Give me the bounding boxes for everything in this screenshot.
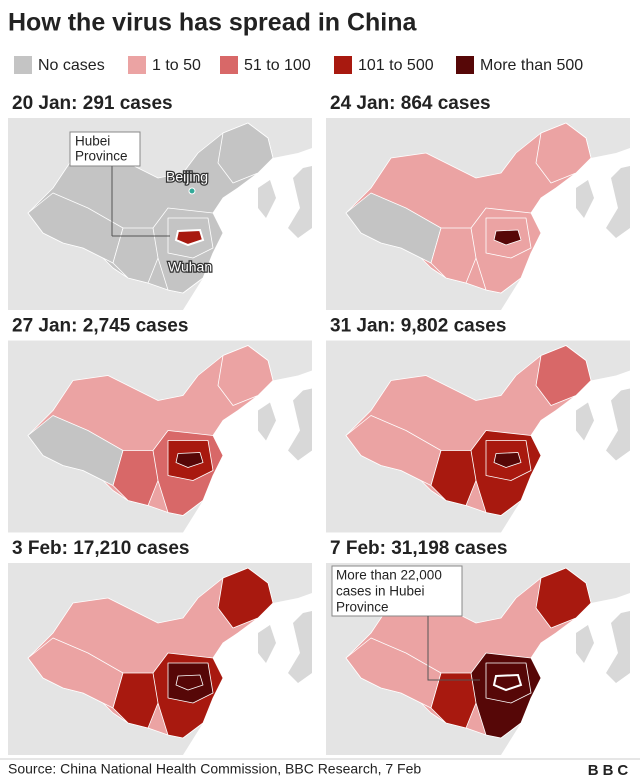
panel-title: 3 Feb: 17,210 cases: [12, 538, 189, 559]
region: [535, 345, 592, 406]
annotation-box: [69, 131, 141, 167]
annotation: More than 22,000: [336, 568, 442, 583]
city-marker: [188, 187, 196, 195]
legend-label: More than 500: [480, 57, 583, 74]
sea: [183, 593, 312, 755]
neighbour-land: [258, 180, 276, 218]
logo-text: BBC: [588, 762, 633, 779]
neighbour-land: [258, 402, 276, 441]
logo: BBC: [582, 762, 638, 779]
map-panel: [326, 340, 630, 533]
region: [535, 122, 592, 184]
legend-label: 101 to 500: [358, 57, 434, 74]
neighbour-land: [288, 166, 312, 238]
legend-swatch: [456, 56, 474, 74]
sea: [501, 593, 630, 755]
neighbour-land: [606, 166, 630, 238]
region: [175, 674, 204, 691]
region: [217, 122, 274, 184]
leader-line: [427, 616, 480, 681]
neighbour-land: [288, 388, 312, 461]
region: [175, 452, 204, 468]
hubei-outline: [174, 228, 205, 247]
panel-title: 31 Jan: 9,802 cases: [330, 316, 506, 337]
region: [535, 567, 592, 629]
map-panel: [8, 563, 312, 755]
neighbour-land: [576, 180, 594, 218]
annotation: cases in Hubei: [336, 584, 425, 599]
map-panel: [8, 118, 312, 310]
page-title: How the virus has spread in China: [8, 9, 418, 37]
source: Source: China National Health Commission…: [8, 761, 421, 777]
panel-title: 27 Jan: 2,745 cases: [12, 316, 188, 337]
region: [217, 567, 274, 629]
neighbour-land: [288, 611, 312, 683]
region: [493, 229, 522, 246]
maps: 20 Jan: 291 cases 24 Jan: 864 cases 27 Jan…: [8, 93, 630, 755]
neighbour-land: [606, 388, 630, 461]
legend-label: 1 to 50: [152, 57, 201, 74]
sea: [501, 370, 630, 533]
neighbour-land: [606, 611, 630, 683]
sea: [183, 370, 312, 533]
neighbour-land: [258, 625, 276, 663]
legend-swatch: [220, 56, 238, 74]
map-panel: [326, 118, 630, 310]
map-panel: [326, 563, 630, 755]
sea: [183, 148, 312, 310]
sea: [501, 148, 630, 310]
city-label: Wuhan: [168, 259, 212, 275]
neighbour-land: [576, 402, 594, 441]
annotation: Province: [336, 600, 389, 615]
annotation: Hubei: [75, 134, 110, 149]
city-label: Beijing: [166, 169, 208, 185]
region: [493, 452, 522, 468]
legend-label: 51 to 100: [244, 57, 311, 74]
annotation-box: [331, 565, 463, 617]
map-panel: [8, 340, 312, 533]
legend-swatch: [14, 56, 32, 74]
legend-label: No cases: [38, 57, 105, 74]
logo-bg: [582, 762, 638, 779]
legend-swatch: [128, 56, 146, 74]
annotation: Province: [75, 149, 128, 164]
legend: No cases 1 to 50 51 to 100 101 to 500 More t…: [14, 56, 583, 74]
region: [217, 345, 274, 406]
hubei-outline: [492, 673, 523, 692]
panel-title: 24 Jan: 864 cases: [330, 93, 491, 114]
annotations: Hubei Province Beijing Wuhan More than 2…: [69, 131, 480, 681]
panel-title: 7 Feb: 31,198 cases: [330, 538, 507, 559]
legend-swatch: [334, 56, 352, 74]
panel-title: 20 Jan: 291 cases: [12, 93, 173, 114]
neighbour-land: [576, 625, 594, 663]
